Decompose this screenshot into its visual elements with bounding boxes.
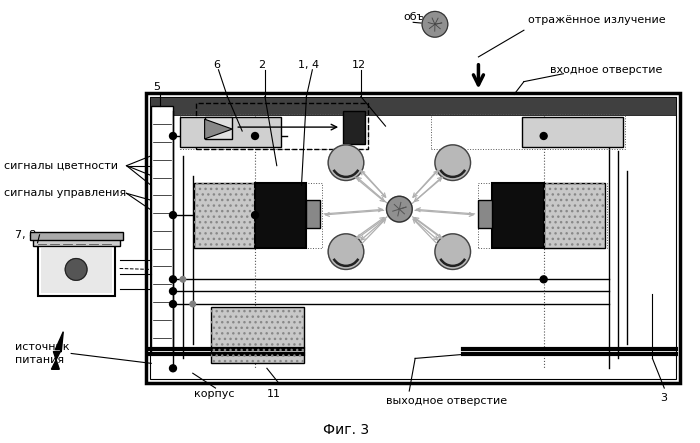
Circle shape bbox=[435, 234, 470, 269]
Bar bbox=[211, 307, 304, 363]
Circle shape bbox=[169, 132, 176, 140]
Text: объект: объект bbox=[403, 12, 444, 23]
Bar bbox=[307, 200, 321, 228]
Polygon shape bbox=[204, 119, 232, 139]
Bar bbox=[196, 103, 368, 149]
Bar bbox=[29, 232, 122, 240]
Bar bbox=[478, 200, 492, 228]
Bar bbox=[544, 183, 605, 248]
Circle shape bbox=[190, 301, 195, 307]
Circle shape bbox=[169, 365, 176, 372]
Text: Фиг. 3: Фиг. 3 bbox=[323, 423, 369, 437]
Circle shape bbox=[422, 12, 448, 37]
Bar bbox=[211, 307, 304, 363]
Bar bbox=[150, 97, 676, 379]
Bar bbox=[204, 117, 232, 139]
Text: корпус: корпус bbox=[194, 389, 234, 399]
Text: источник
питания: источник питания bbox=[15, 342, 69, 365]
Text: 3: 3 bbox=[660, 393, 667, 403]
Bar bbox=[38, 245, 115, 296]
Polygon shape bbox=[51, 332, 63, 369]
Circle shape bbox=[65, 259, 87, 280]
Bar bbox=[180, 114, 368, 149]
Circle shape bbox=[169, 301, 176, 307]
Text: отражённое излучение: отражённое излучение bbox=[528, 16, 666, 25]
Circle shape bbox=[435, 145, 470, 180]
Circle shape bbox=[540, 132, 547, 140]
Text: 12: 12 bbox=[352, 60, 366, 70]
Text: 5: 5 bbox=[154, 82, 161, 92]
Circle shape bbox=[251, 132, 258, 140]
Bar bbox=[343, 111, 365, 144]
Circle shape bbox=[328, 145, 364, 180]
Text: входное отверстие: входное отверстие bbox=[550, 65, 662, 75]
Bar bbox=[255, 183, 307, 248]
Bar bbox=[478, 183, 607, 248]
Text: 2: 2 bbox=[258, 60, 265, 70]
Circle shape bbox=[169, 288, 176, 295]
Bar bbox=[33, 234, 120, 246]
Text: сигналы цветности: сигналы цветности bbox=[4, 161, 118, 171]
Circle shape bbox=[169, 276, 176, 283]
Text: сигналы управления: сигналы управления bbox=[4, 188, 126, 198]
Text: 1, 4: 1, 4 bbox=[298, 60, 319, 70]
Bar bbox=[194, 183, 255, 248]
Text: выходное отверстие: выходное отверстие bbox=[386, 396, 507, 406]
Bar bbox=[544, 183, 605, 248]
Text: 6: 6 bbox=[213, 60, 220, 70]
Bar bbox=[150, 97, 676, 115]
Circle shape bbox=[169, 212, 176, 218]
Text: 11: 11 bbox=[267, 389, 281, 399]
Bar bbox=[431, 114, 624, 149]
Bar bbox=[180, 117, 281, 147]
Circle shape bbox=[386, 196, 412, 222]
Circle shape bbox=[540, 276, 547, 283]
Bar bbox=[146, 93, 680, 383]
Bar bbox=[492, 183, 544, 248]
Text: 7, 8: 7, 8 bbox=[15, 230, 36, 240]
Bar bbox=[194, 183, 322, 248]
Circle shape bbox=[251, 212, 258, 218]
Bar bbox=[522, 117, 623, 147]
Bar bbox=[151, 106, 173, 354]
Circle shape bbox=[328, 234, 364, 269]
Bar bbox=[194, 183, 255, 248]
Bar bbox=[41, 248, 112, 293]
Circle shape bbox=[180, 276, 186, 282]
